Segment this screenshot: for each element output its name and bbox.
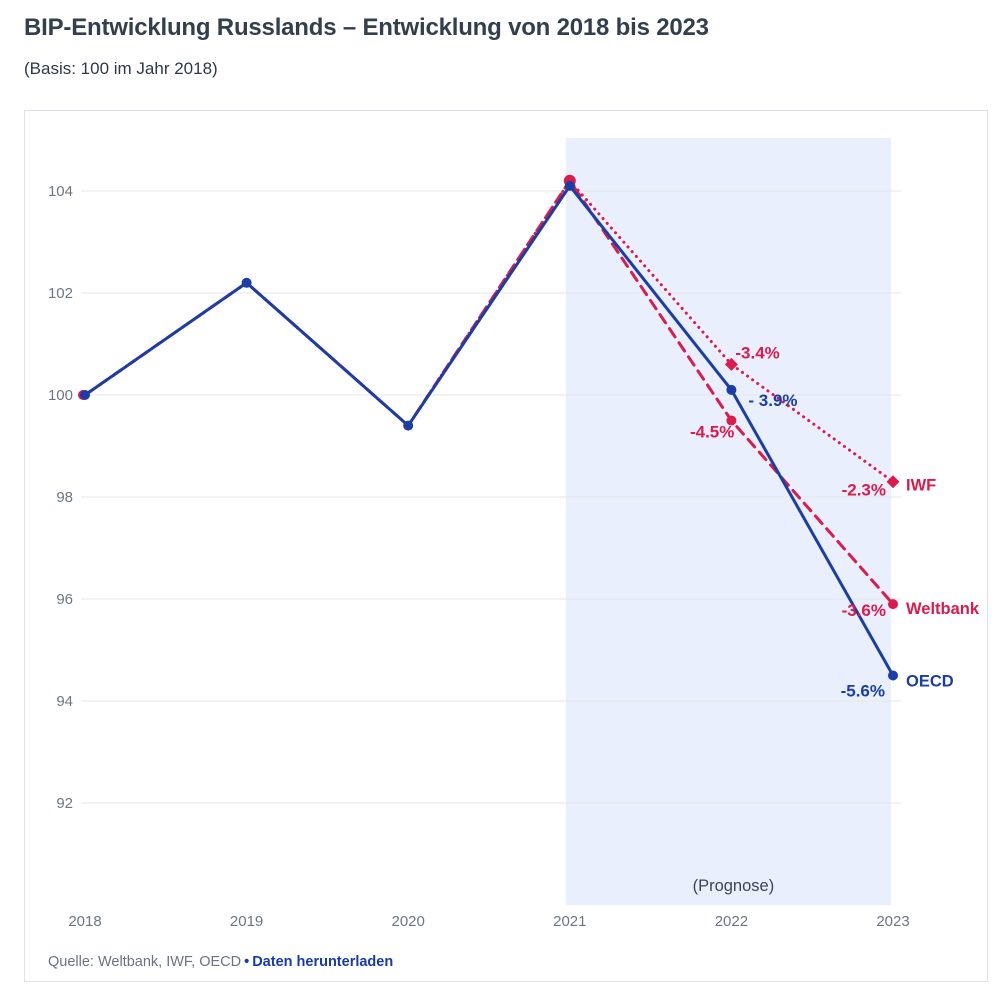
annotation-weltbank: -3.6% [842, 601, 886, 620]
series-line-oecd [84, 183, 895, 677]
data-point-iwf[interactable] [886, 475, 900, 489]
download-data-link[interactable]: Daten herunterladen [252, 954, 394, 970]
page-title: BIP-Entwicklung Russlands – Entwicklung … [24, 14, 709, 41]
y-tick-label: 94 [56, 693, 73, 710]
series-label-iwf: IWF [906, 477, 936, 495]
series-label-oecd: OECD [906, 673, 954, 691]
page: BIP-Entwicklung Russlands – Entwicklung … [0, 14, 1008, 982]
source-line: Quelle: Weltbank, IWF, OECD • Daten herunt… [48, 954, 393, 970]
data-point-oecd[interactable] [241, 277, 252, 288]
annotation-weltbank: -4.5% [690, 423, 734, 442]
x-tick-label: 2023 [876, 913, 909, 930]
annotation-oecd: -5.6% [841, 682, 885, 701]
x-tick-label: 2021 [553, 913, 586, 930]
series-label-weltbank: Weltbank [906, 600, 980, 618]
x-tick-label: 2018 [68, 913, 101, 930]
x-tick-label: 2022 [715, 913, 748, 930]
y-tick-label: 102 [48, 285, 73, 302]
source-separator: • [244, 954, 250, 970]
y-tick-label: 96 [56, 591, 73, 608]
x-tick-label: 2020 [392, 913, 425, 930]
annotation-iwf: -2.3% [842, 481, 886, 500]
forecast-band [565, 138, 891, 905]
chart-subtitle: (Basis: 100 im Jahr 2018) [24, 59, 218, 78]
y-tick-label: 98 [56, 489, 73, 506]
x-tick-label: 2019 [230, 913, 263, 930]
data-point-weltbank[interactable] [726, 415, 737, 426]
forecast-label: (Prognose) [693, 877, 775, 895]
chart-svg: 104 102 100 98 96 94 92 2018 2019 2020 2021 2022 202… [48, 138, 980, 930]
y-tick-label: 104 [48, 183, 73, 200]
source-text: Quelle: Weltbank, IWF, OECD [48, 954, 242, 970]
data-point-oecd[interactable] [403, 420, 414, 431]
data-point-oecd[interactable] [80, 390, 90, 400]
data-point-weltbank[interactable] [888, 599, 898, 610]
data-point-oecd[interactable] [888, 670, 898, 681]
annotation-iwf: -3.4% [735, 343, 779, 362]
chart-panel: 104 102 100 98 96 94 92 2018 2019 2020 2021 2022 202… [24, 110, 988, 982]
data-point-oecd[interactable] [726, 384, 737, 395]
annotation-oecd: - 3.9% [748, 391, 797, 410]
y-tick-label: 100 [48, 387, 73, 404]
y-tick-label: 92 [56, 795, 73, 812]
data-point-oecd[interactable] [564, 180, 575, 191]
